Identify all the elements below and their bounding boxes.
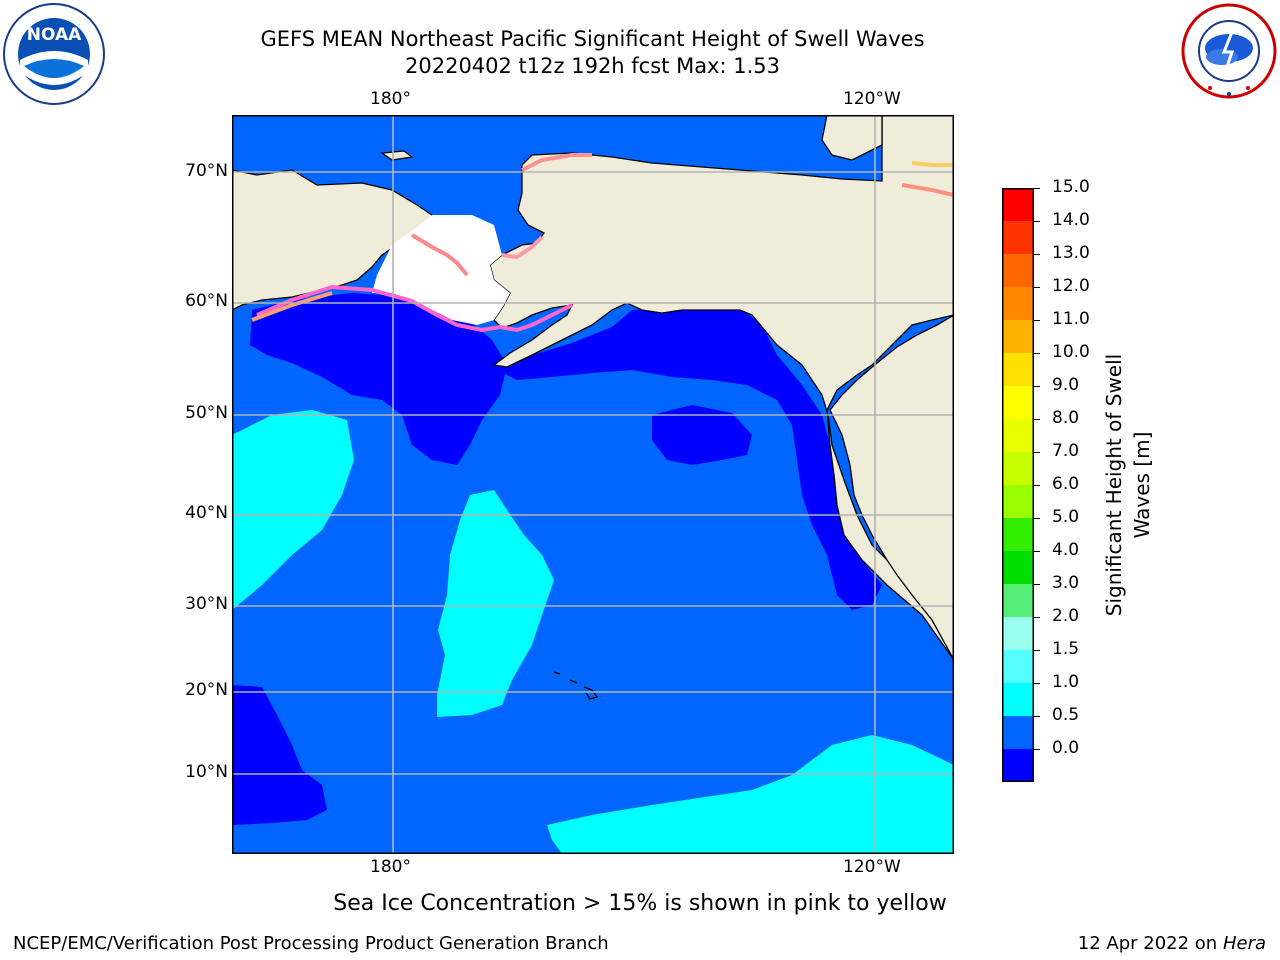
colorbar-tick-mark [1034, 715, 1040, 717]
colorbar-tick-label: 6.0 [1052, 474, 1080, 494]
colorbar-tick-mark [1034, 517, 1040, 519]
land-island-small [380, 150, 414, 161]
swell-1.0-1.5-central [437, 490, 554, 717]
colorbar-tick-mark [1034, 583, 1040, 585]
lon-label-bottom-120w: 120°W [843, 857, 901, 877]
colorbar-tick-label: 15.0 [1052, 177, 1090, 197]
lat-label-50n: 50°N [185, 403, 228, 423]
colorbar-tick-label: 11.0 [1052, 309, 1090, 329]
footer-right: 12 Apr 2022 on Hera [1078, 933, 1266, 954]
noaa-logo-text: NOAA [27, 25, 82, 45]
swell-0-0.5-aleutian [250, 293, 507, 465]
footer-left: NCEP/EMC/Verification Post Processing Pr… [13, 933, 609, 954]
colorbar-tick-mark [1034, 550, 1040, 552]
colorbar-tick-mark [1034, 682, 1040, 684]
colorbar-label-line1: Significant Height of Swell [1102, 353, 1126, 617]
chart-title: GEFS MEAN Northeast Pacific Significant … [260, 27, 925, 51]
colorbar-bin [1002, 221, 1034, 255]
wave-height-map [232, 115, 954, 854]
sea-ice-note: Sea Ice Concentration > 15% is shown in … [333, 891, 947, 916]
lon-label-bottom-180: 180° [370, 857, 411, 877]
sea-ice-edge [251, 153, 954, 333]
colorbar-bin [1002, 749, 1034, 782]
colorbar-tick-mark [1034, 649, 1040, 651]
land [232, 115, 954, 854]
colorbar-frame [1002, 188, 1034, 782]
colorbar-bin [1002, 452, 1034, 486]
colorbar-bin [1002, 353, 1034, 387]
lon-label-top-120w: 120°W [843, 89, 901, 109]
lat-label-70n: 70°N [185, 161, 228, 181]
colorbar-tick-label: 5.0 [1052, 507, 1080, 527]
colorbar-bin [1002, 617, 1034, 651]
lat-label-30n: 30°N [185, 594, 228, 614]
colorbar-tick-mark [1034, 319, 1040, 321]
map-frame [232, 115, 954, 854]
colorbar-tick-label: 4.0 [1052, 540, 1080, 560]
colorbar-tick-label: 7.0 [1052, 441, 1080, 461]
colorbar-tick-label: 14.0 [1052, 210, 1090, 230]
colorbar-tick-mark [1034, 484, 1040, 486]
colorbar-bin [1002, 716, 1034, 750]
colorbar-tick-label: 8.0 [1052, 408, 1080, 428]
colorbar-tick-mark [1034, 451, 1040, 453]
colorbar-bin [1002, 419, 1034, 453]
hawaii [553, 671, 599, 700]
colorbar-bin [1002, 584, 1034, 618]
colorbar [1002, 188, 1034, 782]
nws-logo [1181, 3, 1277, 99]
swell-0-0.5-gulf-alaska [487, 307, 882, 610]
colorbar-tick-label: 0.5 [1052, 705, 1080, 725]
colorbar-tick-label: 0.0 [1052, 738, 1080, 758]
colorbar-tick-mark [1034, 352, 1040, 354]
footer-host: Hera [1222, 933, 1266, 954]
colorbar-tick-label: 3.0 [1052, 573, 1080, 593]
colorbar-tick-label: 9.0 [1052, 375, 1080, 395]
swell-1.0-1.5-west [232, 410, 354, 610]
colorbar-bin [1002, 386, 1034, 420]
colorbar-tick-label: 13.0 [1052, 243, 1090, 263]
colorbar-tick-mark [1034, 748, 1040, 750]
colorbar-tick-mark [1034, 220, 1040, 222]
colorbar-tick-label: 1.0 [1052, 672, 1080, 692]
colorbar-label: Significant Height of Swell Waves [m] [1100, 320, 1156, 650]
colorbar-tick-mark [1034, 187, 1040, 189]
colorbar-bin [1002, 683, 1034, 717]
lon-label-top-180: 180° [370, 89, 411, 109]
swell-0-0.5-mid-pacific [652, 405, 752, 465]
colorbar-tick-label: 12.0 [1052, 276, 1090, 296]
colorbar-tick-label: 10.0 [1052, 342, 1090, 362]
colorbar-tick-label: 1.5 [1052, 639, 1080, 659]
colorbar-bin [1002, 254, 1034, 288]
colorbar-tick-label: 2.0 [1052, 606, 1080, 626]
colorbar-tick-mark [1034, 418, 1040, 420]
noaa-logo: NOAA [3, 3, 105, 105]
lat-label-10n: 10°N [185, 762, 228, 782]
gridlines [232, 115, 954, 854]
colorbar-bin [1002, 188, 1034, 222]
colorbar-bin [1002, 650, 1034, 684]
colorbar-bin [1002, 320, 1034, 354]
colorbar-bin [1002, 485, 1034, 519]
colorbar-tick-mark [1034, 253, 1040, 255]
footer-date: 12 Apr 2022 on [1077, 933, 1223, 954]
colorbar-bin [1002, 551, 1034, 585]
swell-1.0-1.5-southeast [547, 735, 954, 854]
land-canada-west [829, 314, 954, 661]
colorbar-tick-mark [1034, 286, 1040, 288]
land-arctic-islands [821, 115, 883, 161]
lat-label-40n: 40°N [185, 503, 228, 523]
colorbar-bin [1002, 287, 1034, 321]
chart-subtitle: 20220402 t12z 192h fcst Max: 1.53 [405, 54, 780, 78]
colorbar-bin [1002, 518, 1034, 552]
swell-0-0.5-southwest [232, 685, 327, 825]
lat-label-20n: 20°N [185, 680, 228, 700]
colorbar-tick-mark [1034, 385, 1040, 387]
colorbar-label-line2: Waves [m] [1130, 431, 1154, 539]
lat-label-60n: 60°N [185, 291, 228, 311]
colorbar-tick-mark [1034, 616, 1040, 618]
